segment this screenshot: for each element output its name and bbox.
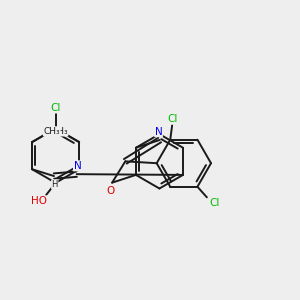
Text: Cl: Cl: [167, 114, 177, 124]
Text: HO: HO: [31, 196, 46, 206]
Text: O: O: [107, 186, 115, 196]
Text: H: H: [52, 180, 58, 189]
Text: N: N: [74, 161, 81, 171]
Text: Cl: Cl: [50, 103, 61, 113]
Text: Cl: Cl: [209, 198, 220, 208]
Text: N: N: [155, 127, 162, 137]
Text: CH₃: CH₃: [51, 127, 68, 136]
Text: CH₃: CH₃: [44, 127, 60, 136]
